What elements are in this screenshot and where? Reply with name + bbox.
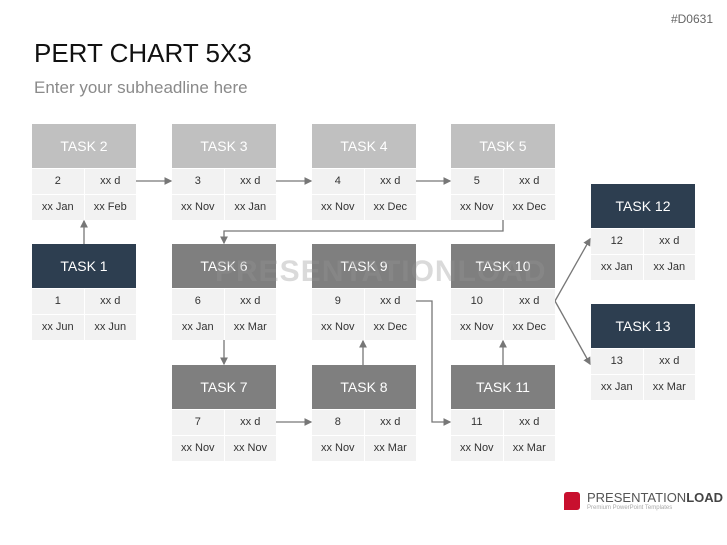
task-start: xx Nov [451, 315, 503, 340]
task-start: xx Jan [591, 255, 643, 280]
task-duration: xx d [84, 169, 136, 194]
task-end: xx Dec [364, 195, 416, 220]
task-duration: xx d [364, 169, 416, 194]
arrow-5-6 [220, 220, 504, 245]
task-end: xx Dec [503, 315, 555, 340]
task-title: TASK 12 [591, 184, 695, 228]
task-start: xx Nov [312, 315, 364, 340]
task-duration: xx d [503, 410, 555, 435]
task-start: xx Nov [451, 195, 503, 220]
task-end: xx Jan [643, 255, 695, 280]
task-end: xx Dec [364, 315, 416, 340]
task-number: 11 [451, 410, 503, 435]
task-number: 9 [312, 289, 364, 314]
task-duration: xx d [503, 289, 555, 314]
task-title: TASK 3 [172, 124, 276, 168]
task-start: xx Nov [312, 195, 364, 220]
logo-text: PRESENTATION [587, 490, 687, 505]
task-3-box[interactable]: TASK 3 3 xx d xx Nov xx Jan [172, 124, 276, 220]
task-duration: xx d [643, 229, 695, 254]
task-title: TASK 13 [591, 304, 695, 348]
task-title: TASK 4 [312, 124, 416, 168]
subtitle: Enter your subheadline here [34, 78, 248, 97]
task-start: xx Jan [32, 195, 84, 220]
task-end: xx Mar [224, 315, 276, 340]
presentationload-logo: PRESENTATIONLOAD Premium PowerPoint Temp… [564, 490, 723, 511]
task-title: TASK 2 [32, 124, 136, 168]
logo-mark-icon [564, 491, 580, 510]
task-duration: xx d [364, 289, 416, 314]
task-number: 12 [591, 229, 643, 254]
task-8-box[interactable]: TASK 8 8 xx d xx Nov xx Mar [312, 365, 416, 461]
task-title: TASK 11 [451, 365, 555, 409]
task-duration: xx d [643, 349, 695, 374]
task-start: xx Jun [32, 315, 84, 340]
task-title: TASK 5 [451, 124, 555, 168]
task-2-box[interactable]: TASK 2 2 xx d xx Jan xx Feb [32, 124, 136, 220]
task-duration: xx d [224, 289, 276, 314]
task-5-box[interactable]: TASK 5 5 xx d xx Nov xx Dec [451, 124, 555, 220]
task-start: xx Jan [591, 375, 643, 400]
task-duration: xx d [503, 169, 555, 194]
task-number: 6 [172, 289, 224, 314]
task-number: 1 [32, 289, 84, 314]
task-6-box[interactable]: TASK 6 6 xx d xx Jan xx Mar [172, 244, 276, 340]
task-start: xx Nov [312, 436, 364, 461]
task-10-box[interactable]: TASK 10 10 xx d xx Nov xx Dec [451, 244, 555, 340]
task-start: xx Nov [451, 436, 503, 461]
task-end: xx Jun [84, 315, 136, 340]
arrow-10-13 [554, 300, 591, 366]
task-end: xx Feb [84, 195, 136, 220]
task-title: TASK 7 [172, 365, 276, 409]
task-title: TASK 9 [312, 244, 416, 288]
task-end: xx Nov [224, 436, 276, 461]
task-number: 3 [172, 169, 224, 194]
task-start: xx Nov [172, 195, 224, 220]
arrow-9-11 [415, 300, 452, 426]
task-start: xx Nov [172, 436, 224, 461]
task-end: xx Mar [643, 375, 695, 400]
logo-text-bold: LOAD [686, 490, 724, 505]
task-11-box[interactable]: TASK 11 11 xx d xx Nov xx Mar [451, 365, 555, 461]
arrow-10-12 [554, 237, 591, 302]
task-end: xx Dec [503, 195, 555, 220]
task-number: 13 [591, 349, 643, 374]
task-number: 2 [32, 169, 84, 194]
task-end: xx Mar [503, 436, 555, 461]
task-7-box[interactable]: TASK 7 7 xx d xx Nov xx Nov [172, 365, 276, 461]
task-duration: xx d [84, 289, 136, 314]
task-title: TASK 6 [172, 244, 276, 288]
task-duration: xx d [364, 410, 416, 435]
page-title: PERT CHART 5X3 [34, 38, 252, 68]
task-title: TASK 10 [451, 244, 555, 288]
task-title: TASK 1 [32, 244, 136, 288]
logo-tagline: Premium PowerPoint Templates [587, 505, 673, 511]
task-12-box[interactable]: TASK 12 12 xx d xx Jan xx Jan [591, 184, 695, 280]
task-number: 10 [451, 289, 503, 314]
task-number: 7 [172, 410, 224, 435]
task-4-box[interactable]: TASK 4 4 xx d xx Nov xx Dec [312, 124, 416, 220]
task-duration: xx d [224, 169, 276, 194]
task-9-box[interactable]: TASK 9 9 xx d xx Nov xx Dec [312, 244, 416, 340]
task-1-box[interactable]: TASK 1 1 xx d xx Jun xx Jun [32, 244, 136, 340]
task-number: 4 [312, 169, 364, 194]
task-end: xx Mar [364, 436, 416, 461]
task-number: 5 [451, 169, 503, 194]
task-number: 8 [312, 410, 364, 435]
task-13-box[interactable]: TASK 13 13 xx d xx Jan xx Mar [591, 304, 695, 400]
task-start: xx Jan [172, 315, 224, 340]
product-code: #D0631 [670, 12, 713, 26]
task-duration: xx d [224, 410, 276, 435]
task-end: xx Jan [224, 195, 276, 220]
task-title: TASK 8 [312, 365, 416, 409]
